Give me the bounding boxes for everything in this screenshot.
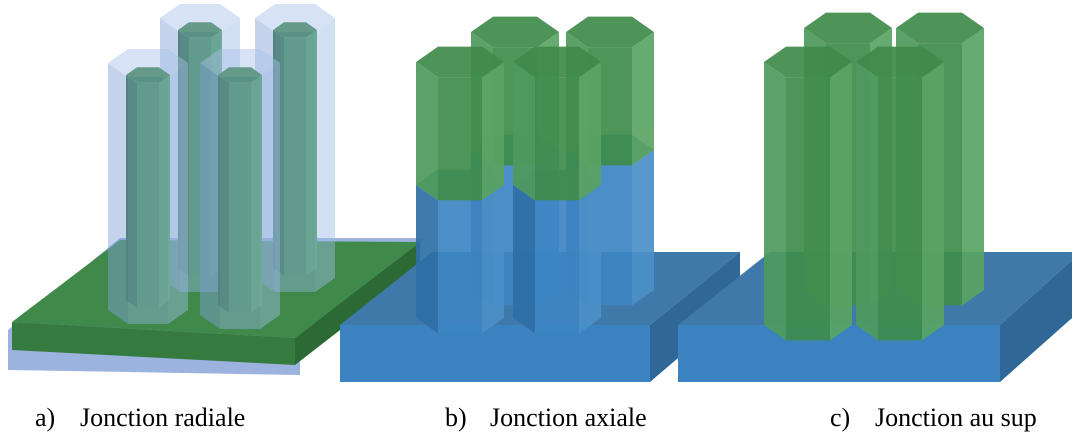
prism bbox=[273, 22, 317, 276]
prism-right bbox=[922, 62, 944, 341]
prism-top bbox=[513, 46, 601, 78]
prism-front bbox=[438, 77, 482, 201]
prism-right bbox=[962, 28, 984, 306]
prism-top bbox=[108, 49, 188, 77]
prism-top bbox=[416, 46, 504, 78]
prism-left bbox=[218, 75, 229, 313]
prism-left bbox=[178, 30, 189, 276]
prism-front bbox=[189, 37, 211, 276]
nanowires bbox=[108, 4, 984, 341]
slab-front bbox=[12, 322, 295, 365]
prism-right bbox=[251, 75, 262, 313]
prism-top bbox=[200, 49, 280, 77]
slab-top bbox=[12, 240, 420, 338]
caption-letter: a) bbox=[35, 403, 55, 432]
prism-front bbox=[786, 77, 830, 341]
prism-right bbox=[315, 18, 335, 292]
prism-top bbox=[255, 4, 335, 32]
prism-top bbox=[896, 12, 984, 44]
prism bbox=[416, 46, 504, 201]
prism-left bbox=[108, 63, 128, 324]
prism bbox=[764, 46, 852, 341]
prism-left bbox=[200, 63, 220, 329]
prism-front bbox=[128, 77, 168, 324]
prism-front bbox=[284, 37, 306, 276]
prism-right bbox=[482, 185, 504, 334]
prism bbox=[513, 46, 601, 201]
caption-letter: b) bbox=[445, 403, 467, 432]
prism-left bbox=[513, 62, 535, 201]
prism bbox=[218, 67, 262, 313]
prism bbox=[178, 22, 222, 276]
prism-top bbox=[566, 16, 654, 48]
prism bbox=[200, 49, 280, 329]
prism-front bbox=[180, 32, 220, 292]
prism-top bbox=[856, 46, 944, 78]
prism-right bbox=[632, 32, 654, 166]
prism-right bbox=[632, 150, 654, 306]
substrate-a bbox=[8, 238, 425, 375]
slab-side bbox=[1000, 260, 1072, 382]
prism bbox=[856, 46, 944, 341]
captions: a) Jonction radiale b) Jonction axiale c) Jon… bbox=[35, 403, 1037, 432]
prism-front bbox=[220, 77, 260, 329]
prism-right bbox=[260, 63, 280, 329]
prism-top bbox=[764, 46, 852, 78]
prism-front bbox=[229, 82, 251, 313]
prism-right bbox=[482, 62, 504, 201]
prism-top bbox=[273, 22, 317, 38]
caption-text: Jonction au sup bbox=[875, 403, 1037, 432]
caption-text: Jonction radiale bbox=[80, 403, 245, 432]
prism-front bbox=[275, 32, 315, 292]
prism-right bbox=[579, 185, 601, 334]
prism-right bbox=[168, 63, 188, 324]
caption-letter: c) bbox=[830, 403, 850, 432]
prism-top bbox=[126, 67, 170, 83]
prism-left bbox=[513, 185, 535, 334]
caption-text: Jonction axiale bbox=[490, 403, 647, 432]
prism-left bbox=[273, 30, 284, 276]
prism-front bbox=[535, 200, 579, 334]
prism-top bbox=[804, 12, 892, 44]
prism-right bbox=[306, 30, 317, 276]
prism bbox=[126, 67, 170, 308]
prism-left bbox=[416, 185, 438, 334]
prism-left bbox=[126, 75, 137, 308]
prism-right bbox=[579, 62, 601, 201]
prism-left bbox=[416, 62, 438, 201]
prism-front bbox=[438, 200, 482, 334]
slab-front bbox=[340, 325, 650, 382]
prism-front bbox=[878, 77, 922, 341]
prism-top bbox=[160, 4, 240, 32]
prism bbox=[108, 49, 188, 324]
prism-right bbox=[159, 75, 170, 308]
prism-front bbox=[535, 77, 579, 201]
prism-left bbox=[856, 62, 878, 341]
slab-side bbox=[295, 242, 420, 365]
prism-front bbox=[137, 82, 159, 308]
prism-right bbox=[830, 62, 852, 341]
prism-top bbox=[471, 16, 559, 48]
prism-top bbox=[218, 67, 262, 83]
prism-left bbox=[764, 62, 786, 341]
prism-top bbox=[178, 22, 222, 38]
